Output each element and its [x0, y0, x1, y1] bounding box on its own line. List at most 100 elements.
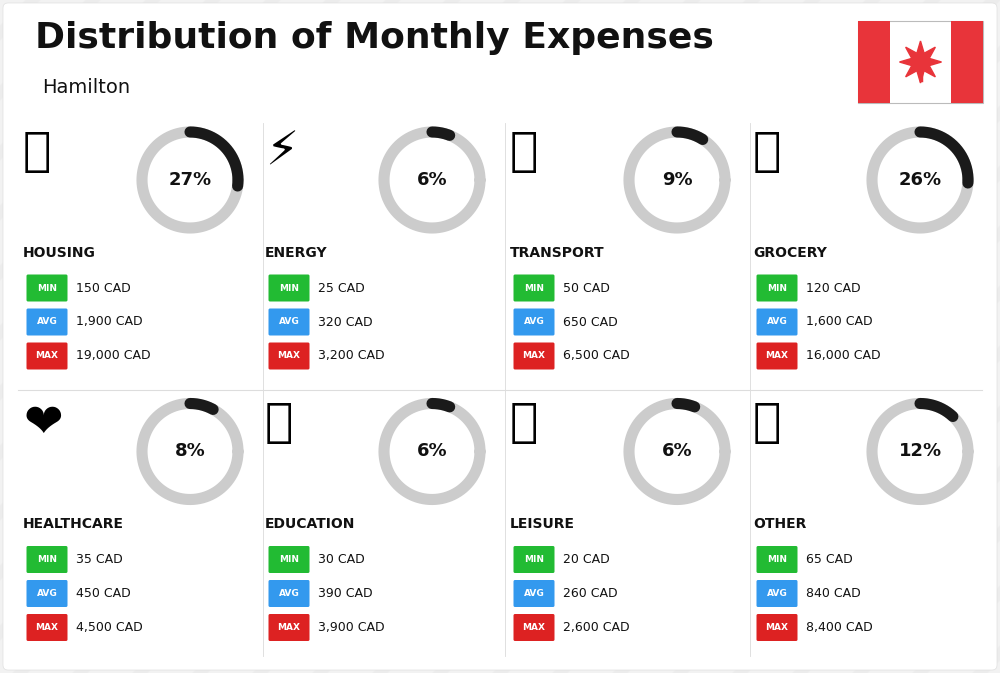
Text: 35 CAD: 35 CAD	[76, 553, 123, 566]
Text: 6%: 6%	[417, 171, 447, 189]
Text: HOUSING: HOUSING	[23, 246, 96, 260]
FancyBboxPatch shape	[514, 343, 554, 369]
Text: 💰: 💰	[753, 402, 781, 446]
Text: 19,000 CAD: 19,000 CAD	[76, 349, 151, 363]
Text: MIN: MIN	[279, 555, 299, 564]
Text: MAX: MAX	[766, 351, 788, 361]
Text: AVG: AVG	[37, 318, 57, 326]
Text: LEISURE: LEISURE	[510, 518, 575, 532]
Text: AVG: AVG	[767, 589, 787, 598]
Text: MIN: MIN	[279, 283, 299, 293]
Text: 26%: 26%	[898, 171, 942, 189]
FancyBboxPatch shape	[858, 21, 983, 103]
Text: 🛍: 🛍	[510, 402, 538, 446]
FancyBboxPatch shape	[514, 614, 554, 641]
FancyBboxPatch shape	[514, 546, 554, 573]
Text: 320 CAD: 320 CAD	[318, 316, 373, 328]
FancyBboxPatch shape	[757, 308, 798, 336]
Text: 6%: 6%	[662, 443, 692, 460]
Text: 260 CAD: 260 CAD	[563, 587, 618, 600]
Text: 12%: 12%	[898, 443, 942, 460]
Text: 6%: 6%	[417, 443, 447, 460]
Text: 8%: 8%	[175, 443, 205, 460]
Text: 1,600 CAD: 1,600 CAD	[806, 316, 873, 328]
FancyBboxPatch shape	[268, 614, 310, 641]
Text: MAX: MAX	[766, 623, 788, 632]
FancyBboxPatch shape	[26, 580, 68, 607]
Text: AVG: AVG	[279, 589, 299, 598]
FancyBboxPatch shape	[514, 308, 554, 336]
Text: MAX: MAX	[278, 351, 300, 361]
FancyBboxPatch shape	[268, 546, 310, 573]
Text: MIN: MIN	[524, 283, 544, 293]
Text: AVG: AVG	[37, 589, 57, 598]
Text: MAX: MAX	[522, 351, 546, 361]
FancyBboxPatch shape	[858, 21, 890, 103]
Text: 9%: 9%	[662, 171, 692, 189]
Text: 25 CAD: 25 CAD	[318, 281, 365, 295]
Polygon shape	[899, 41, 942, 83]
FancyBboxPatch shape	[514, 275, 554, 302]
Text: 3,200 CAD: 3,200 CAD	[318, 349, 385, 363]
Text: 65 CAD: 65 CAD	[806, 553, 853, 566]
Text: HEALTHCARE: HEALTHCARE	[23, 518, 124, 532]
Text: 16,000 CAD: 16,000 CAD	[806, 349, 881, 363]
FancyBboxPatch shape	[514, 580, 554, 607]
FancyBboxPatch shape	[26, 308, 68, 336]
Text: 3,900 CAD: 3,900 CAD	[318, 621, 385, 634]
Text: MIN: MIN	[767, 555, 787, 564]
FancyBboxPatch shape	[3, 3, 997, 670]
FancyBboxPatch shape	[757, 614, 798, 641]
Text: AVG: AVG	[279, 318, 299, 326]
Text: ⚡: ⚡	[265, 130, 298, 175]
Text: 840 CAD: 840 CAD	[806, 587, 861, 600]
Text: MAX: MAX	[522, 623, 546, 632]
Text: 4,500 CAD: 4,500 CAD	[76, 621, 143, 634]
Text: MIN: MIN	[37, 283, 57, 293]
Text: 6,500 CAD: 6,500 CAD	[563, 349, 630, 363]
Text: 450 CAD: 450 CAD	[76, 587, 131, 600]
Text: 390 CAD: 390 CAD	[318, 587, 373, 600]
FancyBboxPatch shape	[951, 21, 983, 103]
Text: Distribution of Monthly Expenses: Distribution of Monthly Expenses	[35, 21, 714, 55]
FancyBboxPatch shape	[757, 343, 798, 369]
Text: 650 CAD: 650 CAD	[563, 316, 618, 328]
Text: OTHER: OTHER	[753, 518, 806, 532]
Text: 🎓: 🎓	[265, 402, 293, 446]
Text: ENERGY: ENERGY	[265, 246, 328, 260]
Text: 20 CAD: 20 CAD	[563, 553, 610, 566]
Text: MIN: MIN	[524, 555, 544, 564]
Text: 120 CAD: 120 CAD	[806, 281, 861, 295]
FancyBboxPatch shape	[26, 614, 68, 641]
Text: MAX: MAX	[278, 623, 300, 632]
Text: EDUCATION: EDUCATION	[265, 518, 355, 532]
Text: ❤: ❤	[23, 402, 63, 446]
Text: 150 CAD: 150 CAD	[76, 281, 131, 295]
FancyBboxPatch shape	[757, 580, 798, 607]
FancyBboxPatch shape	[757, 546, 798, 573]
FancyBboxPatch shape	[268, 275, 310, 302]
Text: TRANSPORT: TRANSPORT	[510, 246, 605, 260]
FancyBboxPatch shape	[268, 308, 310, 336]
FancyBboxPatch shape	[268, 580, 310, 607]
Text: MAX: MAX	[36, 351, 58, 361]
Text: 🚌: 🚌	[510, 130, 538, 175]
Text: MIN: MIN	[767, 283, 787, 293]
FancyBboxPatch shape	[757, 275, 798, 302]
FancyBboxPatch shape	[268, 343, 310, 369]
Text: AVG: AVG	[524, 589, 544, 598]
Text: MIN: MIN	[37, 555, 57, 564]
Text: 2,600 CAD: 2,600 CAD	[563, 621, 630, 634]
FancyBboxPatch shape	[26, 546, 68, 573]
Text: 1,900 CAD: 1,900 CAD	[76, 316, 143, 328]
Text: 8,400 CAD: 8,400 CAD	[806, 621, 873, 634]
Text: 30 CAD: 30 CAD	[318, 553, 365, 566]
Text: 🛒: 🛒	[753, 130, 781, 175]
Text: 🏗: 🏗	[23, 130, 51, 175]
Text: MAX: MAX	[36, 623, 58, 632]
Text: AVG: AVG	[524, 318, 544, 326]
Text: GROCERY: GROCERY	[753, 246, 827, 260]
Text: 50 CAD: 50 CAD	[563, 281, 610, 295]
Text: AVG: AVG	[767, 318, 787, 326]
Text: Hamilton: Hamilton	[42, 78, 130, 97]
